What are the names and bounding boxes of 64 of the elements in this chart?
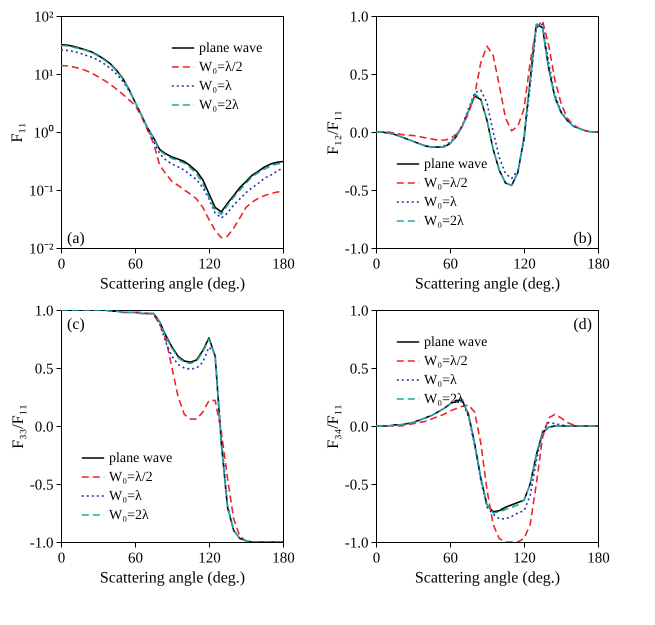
y-tick-label: 10²: [34, 10, 54, 26]
x-tick-label: 0: [58, 256, 66, 272]
legend-label: W₀=λ/2: [424, 354, 468, 369]
x-axis-title: Scattering angle (deg.): [100, 570, 246, 586]
y-tick-label: 10¹: [34, 68, 54, 84]
legend-label: plane wave: [109, 451, 172, 466]
y-tick-label: 0.0: [34, 420, 54, 436]
legend-label: W₀=2λ: [109, 508, 149, 523]
x-axis-title: Scattering angle (deg.): [414, 276, 560, 292]
x-tick-label: 180: [272, 256, 295, 272]
y-tick-label: 10⁰: [34, 124, 54, 142]
legend-label: W₀=λ/2: [424, 176, 468, 191]
y-tick-label: 0.5: [350, 362, 368, 378]
x-axis-title: Scattering angle (deg.): [100, 276, 246, 292]
y-tick-label: 1.0: [34, 304, 54, 320]
y-tick-label: 0.0: [350, 420, 368, 436]
y-axis-title: F₃₄/F₁₁: [324, 404, 342, 449]
y-tick-label: 10⁻²: [29, 242, 54, 258]
y-tick-label: 0.5: [34, 362, 54, 378]
y-axis-title: F₁₁: [9, 122, 26, 143]
x-tick-label: 180: [587, 550, 610, 566]
legend-label: W₀=λ: [109, 489, 142, 504]
y-tick-label: -1.0: [344, 536, 368, 552]
x-tick-label: 0: [58, 550, 66, 566]
y-axis-title: F₃₃/F₁₁: [10, 404, 27, 449]
y-tick-label: -1.0: [344, 242, 368, 258]
x-tick-label: 60: [128, 256, 143, 272]
legend-label: W₀=2λ: [424, 392, 464, 407]
annotation: (c): [67, 316, 85, 333]
x-tick-label: 120: [513, 550, 536, 566]
y-tick-label: -0.5: [30, 478, 54, 494]
x-tick-label: 60: [443, 550, 458, 566]
x-tick-label: 60: [128, 550, 143, 566]
legend-label: W₀=λ: [424, 195, 457, 210]
y-tick-label: 0.5: [350, 68, 368, 84]
x-tick-label: 0: [372, 256, 380, 272]
legend-label: W₀=2λ: [424, 214, 464, 229]
x-axis-title: Scattering angle (deg.): [414, 570, 560, 586]
legend-label: W₀=λ: [199, 79, 232, 94]
annotation: (a): [67, 230, 85, 247]
x-tick-label: 180: [272, 550, 295, 566]
y-tick-label: -1.0: [30, 536, 54, 552]
y-tick-label: -0.5: [344, 184, 368, 200]
annotation: (b): [573, 230, 592, 247]
legend-label: W₀=λ/2: [199, 60, 243, 75]
x-tick-label: 120: [198, 256, 221, 272]
legend-label: W₀=2λ: [199, 98, 239, 113]
y-tick-label: -0.5: [344, 478, 368, 494]
legend-label: plane wave: [424, 335, 488, 350]
x-tick-label: 180: [587, 256, 610, 272]
y-tick-label: 0.0: [350, 126, 368, 142]
legend-label: W₀=λ: [424, 373, 457, 388]
annotation: (d): [573, 316, 592, 333]
x-tick-label: 60: [443, 256, 458, 272]
x-tick-label: 0: [372, 550, 380, 566]
legend-label: plane wave: [199, 41, 262, 56]
y-tick-label: 1.0: [350, 10, 368, 26]
legend-label: plane wave: [424, 157, 488, 172]
y-tick-label: 10⁻¹: [29, 184, 54, 200]
x-tick-label: 120: [198, 550, 221, 566]
y-axis-title: F₁₂/F₁₁: [324, 110, 342, 155]
legend-label: W₀=λ/2: [109, 470, 153, 485]
x-tick-label: 120: [513, 256, 536, 272]
y-tick-label: 1.0: [350, 304, 368, 320]
